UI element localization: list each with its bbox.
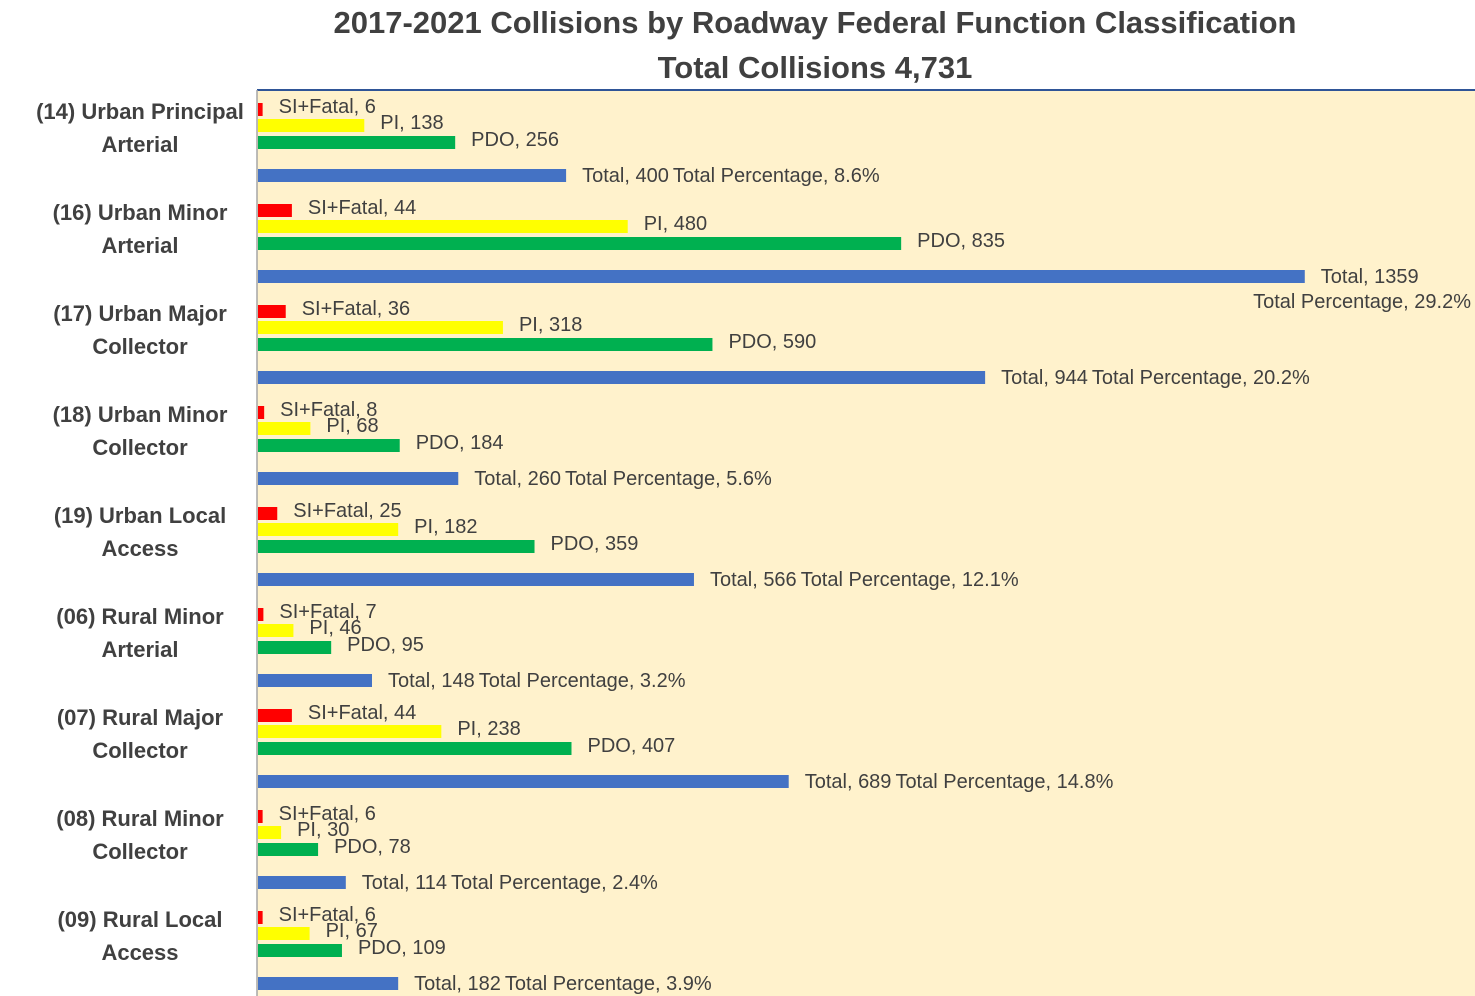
bar (258, 775, 789, 788)
bar (258, 876, 346, 889)
y-tick-label: (16) Urban Minor Arterial (52, 200, 228, 258)
bar (258, 338, 713, 351)
percentage-label: Total Percentage, 29.2% (1253, 291, 1471, 313)
percentage-label: Total Percentage, 2.4% (451, 872, 658, 894)
data-label: SI+Fatal, 8 (280, 399, 377, 421)
bar (258, 624, 294, 637)
data-label: PI, 67 (326, 920, 378, 942)
y-tick-label: (07) Rural Major Collector (56, 705, 224, 763)
bar (258, 641, 332, 654)
data-label: SI+Fatal, 7 (279, 601, 376, 623)
data-label: SI+Fatal, 6 (279, 803, 376, 825)
data-label: PDO, 184 (416, 432, 504, 454)
data-label: Total, 400 (582, 165, 669, 187)
y-tick-label: (18) Urban Minor Collector (52, 402, 228, 460)
data-label: SI+Fatal, 6 (279, 904, 376, 926)
data-label: PI, 46 (309, 617, 361, 639)
y-tick-label: (14) Urban Principal Arterial (36, 99, 244, 157)
bar (258, 944, 342, 957)
data-label: Total, 114 (362, 872, 447, 894)
bar (258, 927, 310, 940)
data-label: PDO, 407 (587, 735, 675, 757)
bar (258, 103, 263, 116)
data-label: PI, 30 (297, 819, 349, 841)
data-label: PDO, 590 (728, 331, 816, 353)
bar (258, 810, 263, 823)
data-label: PDO, 109 (358, 937, 446, 959)
bar (258, 119, 365, 132)
bar (258, 439, 400, 452)
bar (258, 270, 1305, 283)
data-label: SI+Fatal, 44 (308, 197, 416, 219)
data-label: PI, 68 (326, 415, 378, 437)
data-label: PDO, 835 (917, 230, 1005, 252)
bar (258, 843, 319, 856)
bar (258, 371, 986, 384)
data-label: Total, 148 (388, 670, 475, 692)
data-label: Total, 260 (474, 468, 561, 490)
y-tick-label: (17) Urban Major Collector (53, 301, 227, 359)
bar (258, 674, 372, 687)
bar (258, 169, 567, 182)
data-label: PDO, 359 (551, 533, 639, 555)
bar (258, 422, 311, 435)
bar (258, 523, 399, 536)
bar (258, 911, 263, 924)
data-label: Total, 182 (414, 973, 501, 995)
percentage-label: Total Percentage, 12.1% (801, 569, 1019, 591)
data-label: SI+Fatal, 6 (279, 96, 376, 118)
percentage-label: Total Percentage, 8.6% (673, 165, 880, 187)
bar (258, 742, 572, 755)
percentage-label: Total Percentage, 14.8% (895, 771, 1113, 793)
bar (258, 406, 265, 419)
bar (258, 540, 535, 553)
data-label: PDO, 78 (334, 836, 411, 858)
y-tick-label: (09) Rural Local Access (57, 907, 223, 965)
bar (258, 725, 442, 738)
data-label: PI, 138 (380, 112, 443, 134)
data-label: PI, 182 (414, 516, 477, 538)
data-label: SI+Fatal, 44 (308, 702, 416, 724)
bar (258, 321, 503, 334)
percentage-label: Total Percentage, 5.6% (565, 468, 772, 490)
bar (258, 573, 694, 586)
percentage-label: Total Percentage, 3.2% (479, 670, 686, 692)
bar (258, 472, 459, 485)
data-label: Total, 1359 (1321, 266, 1419, 288)
data-label: Total, 944 (1001, 367, 1088, 389)
data-label: PI, 238 (457, 718, 520, 740)
data-label: SI+Fatal, 25 (293, 500, 401, 522)
bar (258, 136, 456, 149)
data-label: SI+Fatal, 36 (302, 298, 410, 320)
data-label: PI, 480 (644, 213, 707, 235)
bar (258, 237, 902, 250)
data-label: Total, 566 (710, 569, 797, 591)
bar (258, 709, 292, 722)
bar (258, 608, 264, 621)
percentage-label: Total Percentage, 20.2% (1092, 367, 1310, 389)
bar (258, 826, 282, 839)
percentage-label: Total Percentage, 3.9% (505, 973, 712, 995)
data-label: PDO, 256 (471, 129, 559, 151)
data-label: PI, 318 (519, 314, 582, 336)
y-tick-label: (19) Urban Local Access (53, 503, 227, 561)
data-label: PDO, 95 (347, 634, 424, 656)
bar (258, 507, 278, 520)
y-tick-label: (06) Rural Minor Arterial (56, 604, 224, 662)
chart-title: 2017-2021 Collisions by Roadway Federal … (333, 5, 1296, 40)
bar (258, 220, 628, 233)
bar (258, 204, 292, 217)
data-label: Total, 689 (805, 771, 892, 793)
y-tick-label: (08) Rural Minor Collector (56, 806, 224, 864)
chart-subtitle: Total Collisions 4,731 (658, 50, 973, 85)
bar (258, 977, 399, 990)
bar (258, 305, 286, 318)
